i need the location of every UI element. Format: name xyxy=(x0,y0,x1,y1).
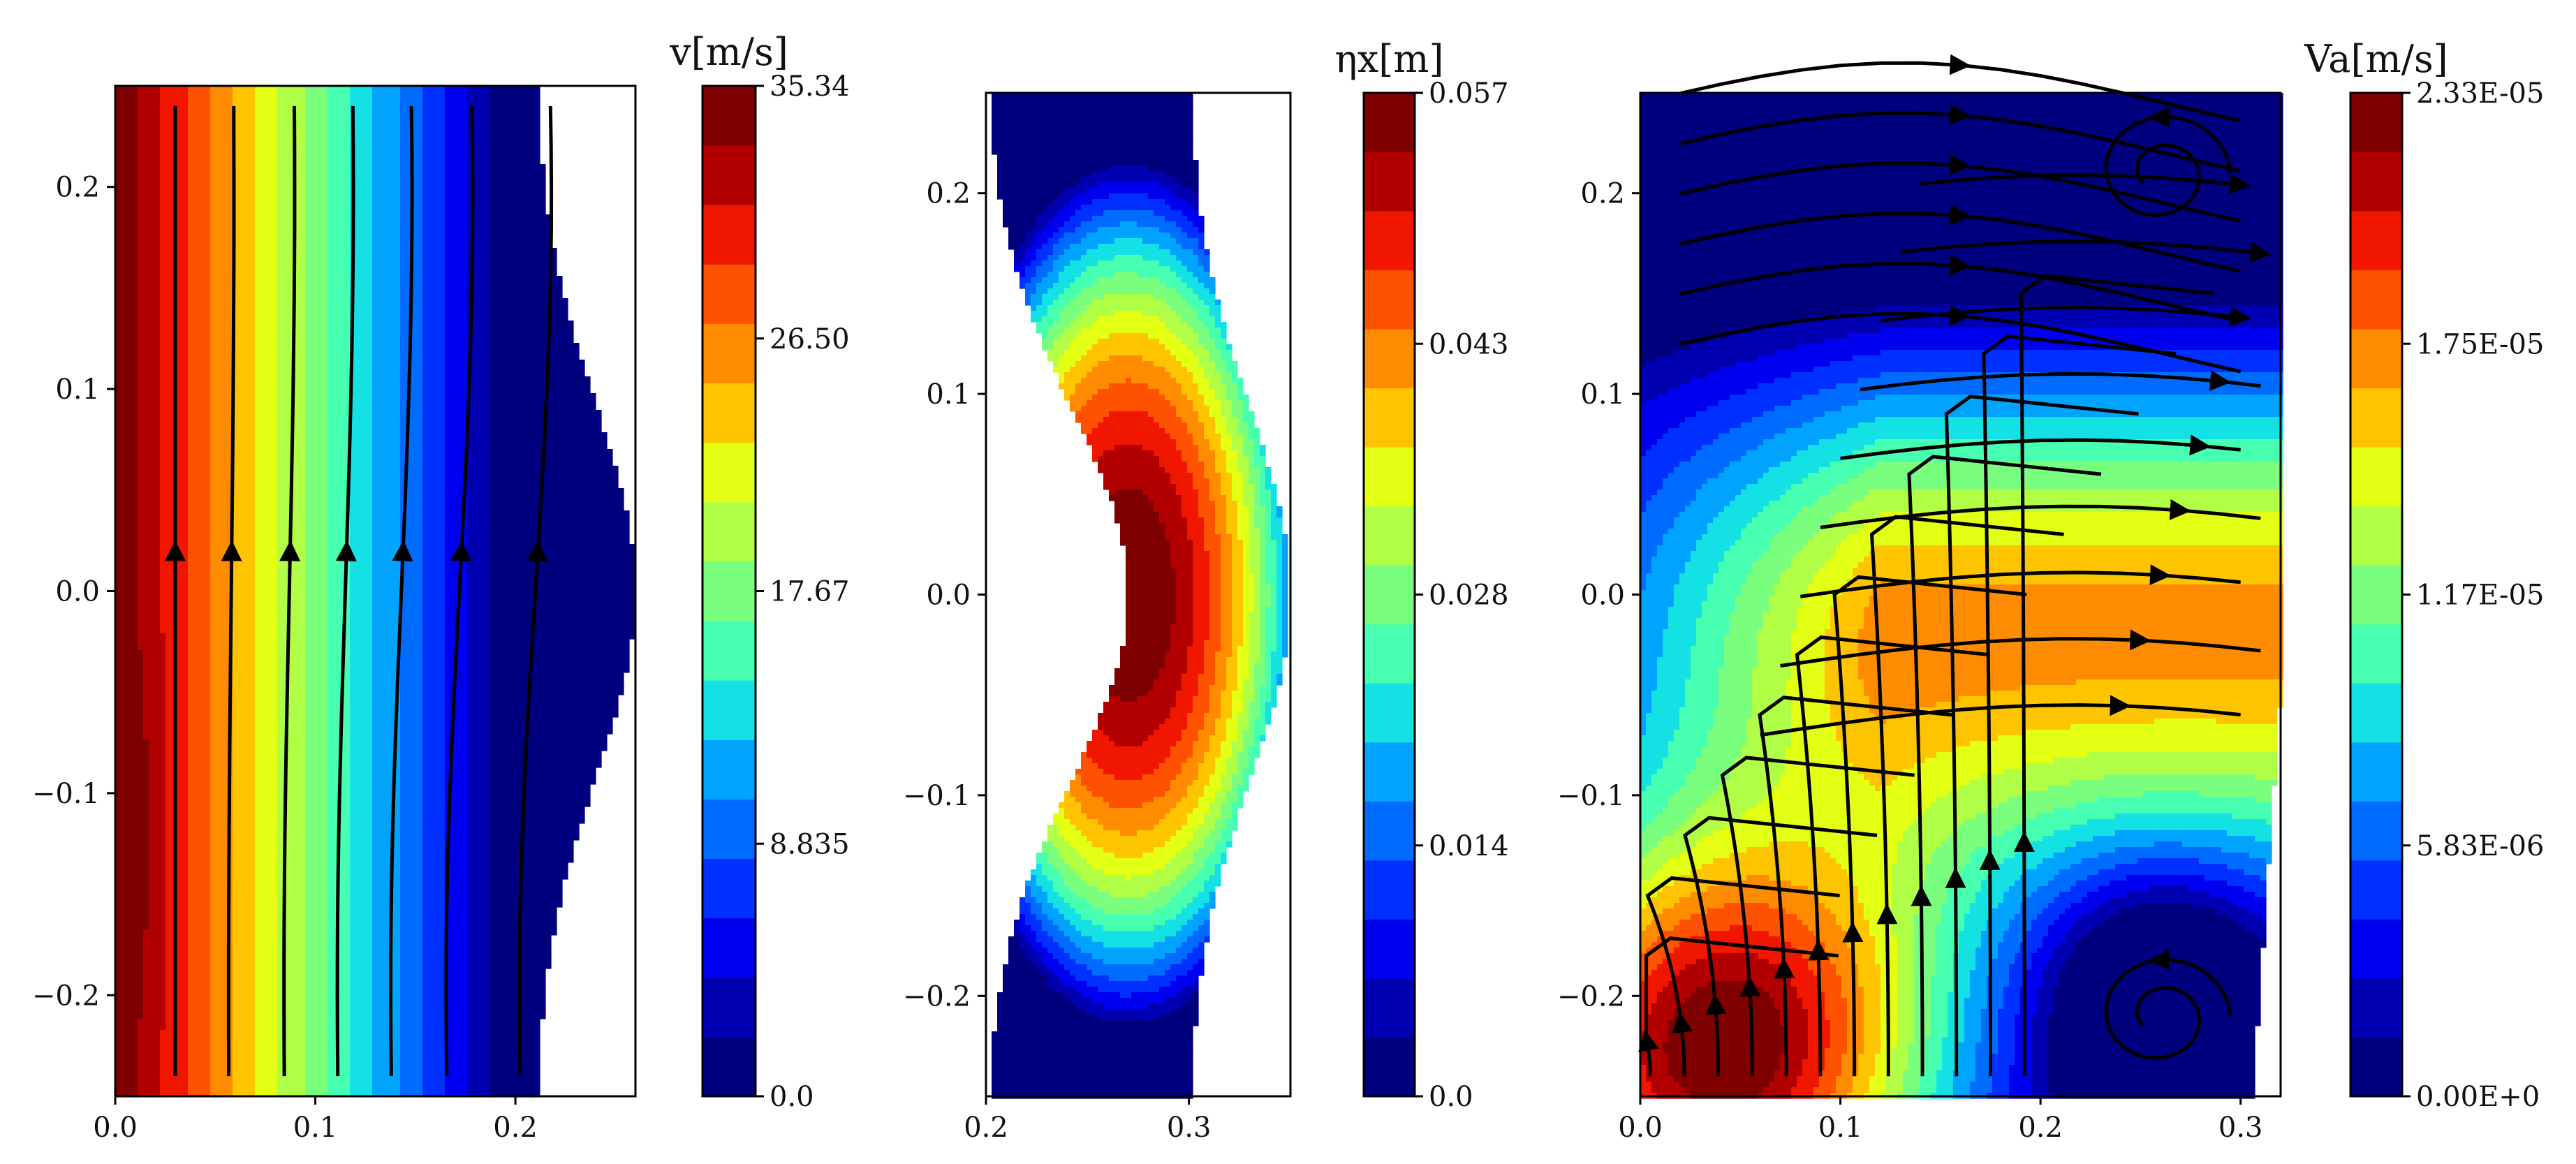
colorbar-tick-label: 35.34 xyxy=(770,71,850,103)
y-tick-label: −0.1 xyxy=(32,778,100,810)
streamline xyxy=(1760,703,2241,737)
streamline xyxy=(1869,515,2064,1077)
colorbar-tick-label: 5.83E-06 xyxy=(2416,830,2544,862)
streamline xyxy=(444,105,475,1077)
y-tick-label: −0.2 xyxy=(32,980,100,1012)
y-tick-label: 0.0 xyxy=(55,576,100,608)
colorbar-title: Va[m/s] xyxy=(2304,37,2448,81)
colorbar-tick-label: 2.33E-05 xyxy=(2416,78,2544,110)
y-tick-label: 0.1 xyxy=(55,374,100,406)
streamline xyxy=(2019,274,2214,1077)
colorbar-tick-label: 0.0 xyxy=(770,1081,814,1113)
colorbar-tick-label: 1.17E-05 xyxy=(2416,580,2544,612)
streamline xyxy=(1920,173,2241,187)
x-tick-label: 0.3 xyxy=(2218,1112,2263,1144)
streamline xyxy=(1645,876,1840,1077)
colorbar-title: ηx[m] xyxy=(1334,37,1443,81)
streamline xyxy=(517,105,554,1077)
colorbar-tick-label: 1.75E-05 xyxy=(2416,328,2544,360)
x-tick-label: 0.1 xyxy=(1818,1112,1863,1144)
y-tick-label: −0.1 xyxy=(1557,780,1625,812)
streamline xyxy=(1780,637,2261,668)
streamline xyxy=(1900,240,2261,256)
streamline xyxy=(1683,816,1878,1077)
colorbar-1: 0.0 8.835 17.67 26.50 35.34v[m/s] xyxy=(669,30,849,1113)
panel-2: −0.2 −0.1 0.0 0.1 0.2 0.2 0.3 0.0 0.014 0.028 0.04… xyxy=(903,37,1509,1144)
streamline xyxy=(1860,371,2261,392)
streamline xyxy=(1907,455,2102,1077)
streamline xyxy=(335,105,355,1077)
colorbar-tick-label: 0.043 xyxy=(1429,328,1509,360)
y-tick-label: 0.2 xyxy=(1580,178,1625,210)
y-tick-label: −0.2 xyxy=(1557,980,1625,1012)
y-tick-label: 0.1 xyxy=(1580,378,1625,411)
colorbar-tick-label: 0.028 xyxy=(1429,580,1509,612)
y-tick-label: −0.2 xyxy=(903,980,971,1012)
streamline xyxy=(282,105,297,1077)
colorbar-tick-label: 8.835 xyxy=(770,828,850,860)
streamline xyxy=(226,105,236,1077)
colorbar-title: v[m/s] xyxy=(669,30,788,74)
streamline xyxy=(1840,438,2241,460)
y-tick-label: 0.1 xyxy=(926,378,971,411)
x-tick-label: 0.2 xyxy=(2018,1112,2063,1144)
panels: −0.2 −0.1 0.0 0.1 0.2 0.0 0.1 0.2 0.0 8.835 17.67 2… xyxy=(32,30,2545,1144)
streamline xyxy=(388,105,414,1077)
y-tick-label: −0.1 xyxy=(903,780,971,812)
panel-3-field xyxy=(1640,93,2283,1099)
y-tick-label: 0.0 xyxy=(1580,580,1625,612)
streamline xyxy=(1944,395,2139,1077)
x-tick-label: 0.1 xyxy=(293,1112,338,1144)
y-tick-label: 0.2 xyxy=(55,172,100,204)
y-tick-label: 0.0 xyxy=(926,580,971,612)
x-tick-label: 0.0 xyxy=(1618,1112,1663,1144)
y-tick-label: 0.2 xyxy=(926,178,971,210)
x-tick-label: 0.2 xyxy=(493,1112,538,1144)
colorbar-tick-label: 0.00E+0 xyxy=(2416,1081,2540,1113)
streamline xyxy=(1720,756,1915,1077)
colorbar-tick-label: 26.50 xyxy=(770,323,850,355)
panel-3: −0.2 −0.1 0.0 0.1 0.2 0.0 0.1 0.2 0.3 0.00E+0 5.83… xyxy=(1557,37,2545,1144)
panel-1-field xyxy=(115,86,635,1098)
x-tick-label: 0.2 xyxy=(964,1112,1008,1144)
colorbar-tick-label: 0.0 xyxy=(1429,1081,1473,1113)
colorbar-tick-label: 0.057 xyxy=(1429,78,1509,110)
panel-2-field xyxy=(992,93,1288,1099)
colorbar-tick-label: 17.67 xyxy=(770,576,850,608)
x-tick-label: 0.3 xyxy=(1167,1112,1212,1144)
streamline xyxy=(1758,695,1952,1077)
streamline xyxy=(1982,334,2177,1077)
colorbar-3: 0.00E+0 5.83E-06 1.17E-05 1.75E-05 2.33E-05V… xyxy=(2304,37,2544,1113)
panel-1: −0.2 −0.1 0.0 0.1 0.2 0.0 0.1 0.2 0.0 8.835 17.67 2… xyxy=(32,30,850,1144)
colorbar-tick-label: 0.014 xyxy=(1429,830,1509,862)
x-tick-label: 0.0 xyxy=(93,1112,138,1144)
